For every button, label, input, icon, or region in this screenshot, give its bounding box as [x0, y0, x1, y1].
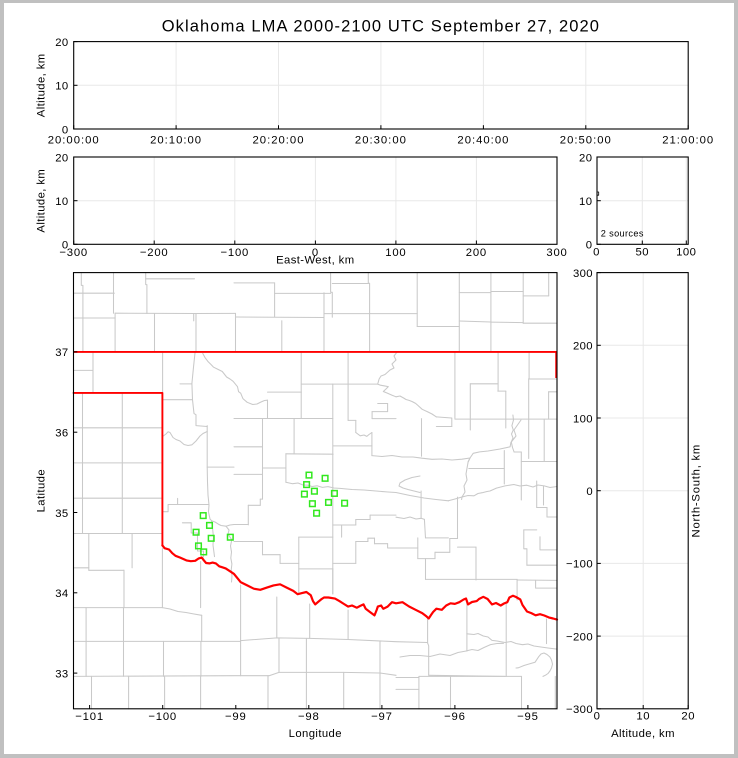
svg-text:200: 200 — [573, 341, 593, 353]
svg-text:Altitude, km: Altitude, km — [611, 728, 675, 740]
svg-text:20:20:00: 20:20:00 — [253, 134, 305, 146]
svg-text:−101: −101 — [75, 711, 104, 723]
svg-text:2 sources: 2 sources — [601, 229, 644, 239]
svg-text:20:10:00: 20:10:00 — [150, 134, 202, 146]
svg-text:0: 0 — [62, 124, 69, 136]
svg-text:300: 300 — [573, 268, 593, 280]
svg-text:0: 0 — [586, 240, 593, 252]
svg-text:−100: −100 — [566, 559, 593, 571]
svg-text:37: 37 — [55, 347, 68, 359]
svg-text:Latitude: Latitude — [36, 469, 48, 512]
svg-text:33: 33 — [55, 668, 68, 680]
svg-text:21:00:00: 21:00:00 — [662, 134, 714, 146]
svg-text:100: 100 — [385, 247, 406, 259]
svg-text:−97: −97 — [371, 711, 393, 723]
svg-text:100: 100 — [573, 413, 593, 425]
svg-text:−200: −200 — [140, 247, 169, 259]
svg-text:35: 35 — [55, 508, 68, 520]
svg-text:−100: −100 — [148, 711, 177, 723]
svg-text:20:00:00: 20:00:00 — [48, 134, 100, 146]
svg-text:Longitude: Longitude — [289, 728, 342, 740]
svg-text:200: 200 — [466, 247, 487, 259]
svg-text:20: 20 — [579, 152, 592, 164]
svg-text:East-West, km: East-West, km — [276, 254, 354, 266]
svg-text:0: 0 — [594, 710, 601, 722]
svg-text:20: 20 — [681, 710, 695, 722]
svg-text:Oklahoma LMA 2000-2100 UTC Sep: Oklahoma LMA 2000-2100 UTC September 27,… — [162, 18, 600, 36]
svg-text:−96: −96 — [444, 711, 466, 723]
svg-text:−300: −300 — [566, 704, 593, 716]
svg-text:10: 10 — [636, 710, 650, 722]
svg-text:36: 36 — [55, 428, 68, 440]
svg-text:10: 10 — [55, 81, 68, 93]
svg-text:−200: −200 — [566, 631, 593, 643]
svg-text:−99: −99 — [225, 711, 247, 723]
svg-text:20: 20 — [55, 152, 68, 164]
svg-text:0: 0 — [312, 247, 319, 259]
svg-text:−100: −100 — [220, 247, 249, 259]
svg-text:0: 0 — [593, 247, 600, 259]
svg-text:20:50:00: 20:50:00 — [560, 134, 612, 146]
svg-text:10: 10 — [55, 196, 68, 208]
svg-text:Altitude, km: Altitude, km — [36, 169, 48, 233]
svg-text:50: 50 — [636, 247, 650, 259]
svg-text:North-South, km: North-South, km — [691, 444, 703, 538]
svg-text:100: 100 — [676, 247, 696, 259]
svg-text:20: 20 — [55, 37, 68, 49]
svg-text:20:30:00: 20:30:00 — [355, 134, 407, 146]
svg-text:0: 0 — [62, 240, 69, 252]
svg-text:34: 34 — [55, 588, 68, 600]
svg-text:20:40:00: 20:40:00 — [457, 134, 509, 146]
svg-text:10: 10 — [579, 196, 592, 208]
svg-text:−95: −95 — [517, 711, 539, 723]
svg-text:−300: −300 — [59, 247, 88, 259]
svg-text:Altitude, km: Altitude, km — [36, 53, 48, 117]
svg-text:0: 0 — [586, 486, 593, 498]
svg-text:−98: −98 — [298, 711, 320, 723]
svg-text:300: 300 — [546, 247, 567, 259]
